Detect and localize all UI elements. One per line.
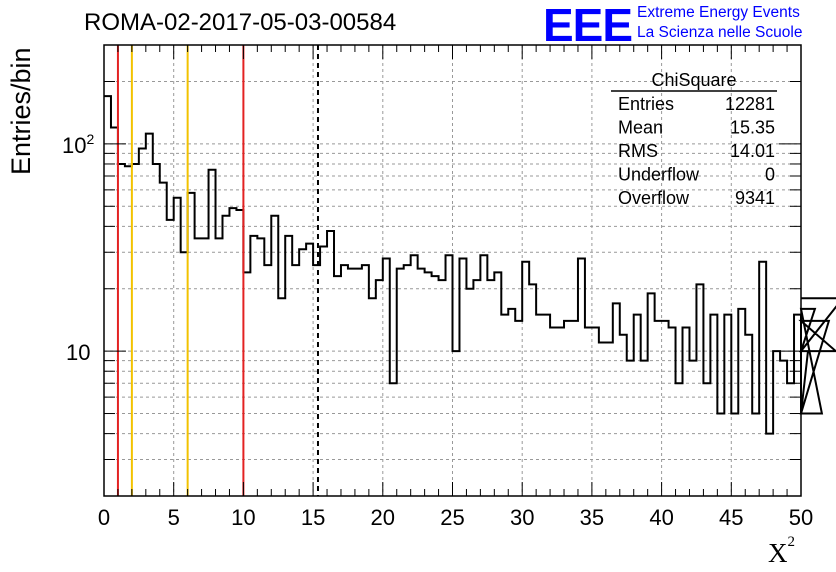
stats-value: 12281 <box>725 94 775 114</box>
x-tick-label: 10 <box>231 505 255 530</box>
stats-title: ChiSquare <box>651 70 736 90</box>
y-tick-label: 102 <box>62 131 94 158</box>
stats-label: RMS <box>618 141 658 161</box>
stats-value: 15.35 <box>730 118 775 138</box>
stats-value: 9341 <box>735 188 775 208</box>
x-tick-label: 30 <box>510 505 534 530</box>
stats-label: Mean <box>618 118 663 138</box>
stats-label: Underflow <box>618 165 700 185</box>
x-tick-label: 25 <box>440 505 464 530</box>
y-tick-label: 10 <box>66 340 90 365</box>
x-axis-label: X2 <box>768 534 795 568</box>
stats-value: 0 <box>765 165 775 185</box>
x-tick-label: 40 <box>649 505 673 530</box>
x-tick-label: 50 <box>789 505 813 530</box>
stats-label: Entries <box>618 94 674 114</box>
x-tick-label: 20 <box>371 505 395 530</box>
stats-label: Overflow <box>618 188 690 208</box>
eee-logo: EEE <box>543 0 633 51</box>
x-tick-label: 45 <box>719 505 743 530</box>
logo-line-1: Extreme Energy Events <box>637 4 800 21</box>
stats-value: 14.01 <box>730 141 775 161</box>
chart-title: ROMA-02-2017-05-03-00584 <box>84 9 397 36</box>
x-tick-label: 0 <box>98 505 110 530</box>
x-tick-label: 35 <box>580 505 604 530</box>
histogram-series <box>104 95 836 435</box>
x-tick-label: 5 <box>168 505 180 530</box>
logo-line-2: La Scienza nelle Scuole <box>637 24 803 41</box>
x-tick-label: 15 <box>301 505 325 530</box>
